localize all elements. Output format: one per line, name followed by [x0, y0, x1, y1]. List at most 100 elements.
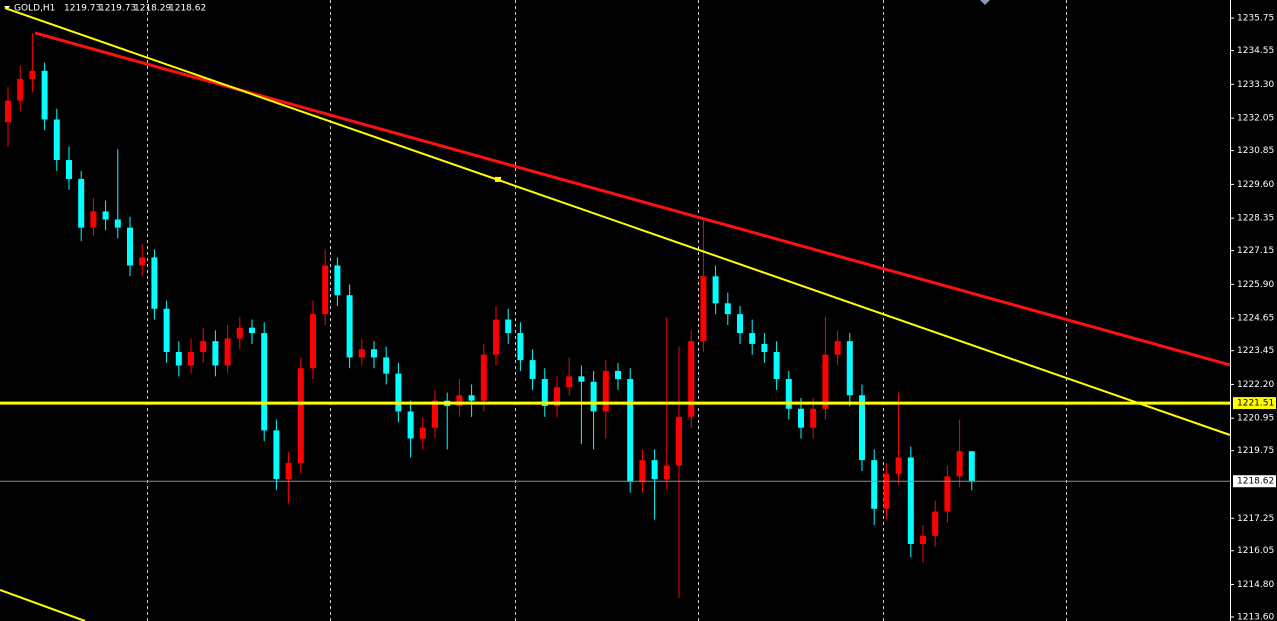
- candle-body: [358, 349, 365, 358]
- candle-body: [261, 333, 268, 431]
- candle-body: [468, 395, 475, 401]
- y-tick-label: 1227.15: [1237, 246, 1274, 256]
- candle-body: [419, 427, 426, 439]
- candle-body: [615, 370, 621, 380]
- candle-body: [273, 430, 280, 480]
- header-close: 1218.62: [169, 4, 206, 14]
- candle-body: [834, 341, 841, 355]
- candle-body: [5, 100, 11, 123]
- candle-body: [627, 379, 634, 482]
- candle-body: [175, 351, 182, 366]
- candle-body: [383, 357, 390, 374]
- candle-body: [200, 341, 207, 352]
- candle-body: [956, 451, 963, 477]
- candle-body: [895, 457, 902, 474]
- price-label-box: [1233, 475, 1276, 488]
- y-tick-label: 1224.65: [1237, 314, 1274, 324]
- y-tick-label: 1234.55: [1237, 46, 1274, 56]
- candle-body: [846, 341, 853, 396]
- candle-body: [127, 227, 133, 266]
- candle-body: [371, 349, 377, 358]
- candle-body: [224, 338, 231, 366]
- price-label: 1218.62: [1237, 477, 1274, 487]
- candle-body: [29, 70, 36, 79]
- candle-body: [322, 265, 329, 315]
- candle-body: [663, 465, 670, 480]
- candle-body: [505, 319, 512, 334]
- price-label: 1221.51: [1237, 399, 1274, 409]
- y-tick-label: 1220.95: [1237, 414, 1274, 424]
- candles: [5, 32, 975, 599]
- candle-body: [53, 119, 60, 161]
- candle-body: [151, 257, 158, 309]
- candle-body: [541, 379, 548, 407]
- y-tick-label: 1230.85: [1237, 146, 1274, 156]
- y-tick-label: 1233.30: [1237, 80, 1274, 90]
- candle-body: [749, 333, 756, 344]
- candle-body: [554, 387, 560, 407]
- candle-body: [334, 265, 341, 296]
- candle-body: [785, 379, 792, 409]
- trend-line: [0, 588, 86, 621]
- y-tick-label: 1232.05: [1237, 114, 1274, 124]
- candle-body: [590, 381, 597, 412]
- candle-body: [212, 341, 219, 366]
- candle-body: [517, 333, 524, 361]
- candle-body: [188, 351, 194, 366]
- candle-body: [249, 327, 255, 334]
- candle-body: [688, 341, 695, 417]
- candle-body: [602, 370, 609, 412]
- candle-body: [456, 395, 463, 407]
- candle-body: [285, 462, 292, 480]
- candle-body: [236, 327, 243, 339]
- header-open: 1219.73: [64, 4, 101, 14]
- candle-body: [761, 343, 768, 352]
- candle-body: [139, 257, 146, 266]
- candle-body: [859, 395, 865, 461]
- candle-body: [432, 400, 438, 428]
- chart-title: GOLD,H1: [14, 4, 55, 14]
- candle-body: [871, 460, 878, 509]
- y-tick-label: 1214.80: [1237, 580, 1274, 590]
- candle-body: [920, 535, 926, 544]
- y-tick-label: 1216.05: [1237, 546, 1274, 556]
- header-high: 1219.73: [99, 4, 136, 14]
- candle-body: [114, 219, 121, 228]
- candle-body: [480, 354, 487, 401]
- price-label-box: [1233, 397, 1276, 410]
- candle-body: [310, 314, 316, 369]
- candle-body: [932, 511, 939, 536]
- y-tick-label: 1217.25: [1237, 514, 1274, 524]
- y-tick-label: 1223.45: [1237, 346, 1274, 356]
- candle-body: [102, 211, 109, 220]
- candle-body: [651, 460, 658, 480]
- candle-body: [968, 451, 975, 482]
- candle-body: [883, 473, 890, 509]
- candle-body: [578, 376, 585, 382]
- candle-body: [639, 460, 646, 482]
- candle-body: [346, 295, 353, 358]
- candle-body: [529, 360, 536, 380]
- candle-body: [493, 319, 499, 355]
- y-tick-label: 1229.60: [1237, 180, 1274, 190]
- candle-body: [78, 178, 85, 228]
- y-tick-label: 1219.75: [1237, 446, 1274, 456]
- y-tick-label: 1225.90: [1237, 280, 1274, 290]
- y-tick-label: 1228.35: [1237, 214, 1274, 224]
- candle-body: [737, 314, 743, 334]
- candle-body: [810, 408, 817, 428]
- candle-body: [712, 276, 719, 304]
- candle-body: [798, 408, 804, 428]
- y-tick-label: 1213.60: [1237, 612, 1274, 621]
- candle-body: [907, 457, 914, 544]
- candle-body: [90, 211, 97, 228]
- candle-body: [700, 276, 707, 342]
- candle-body: [724, 303, 731, 315]
- header-low: 1218.29: [134, 4, 171, 14]
- candle-body: [944, 476, 951, 512]
- candle-body: [297, 368, 304, 463]
- candle-body: [66, 160, 72, 179]
- trend-line: [4, 7, 1231, 436]
- candle-body: [822, 354, 829, 409]
